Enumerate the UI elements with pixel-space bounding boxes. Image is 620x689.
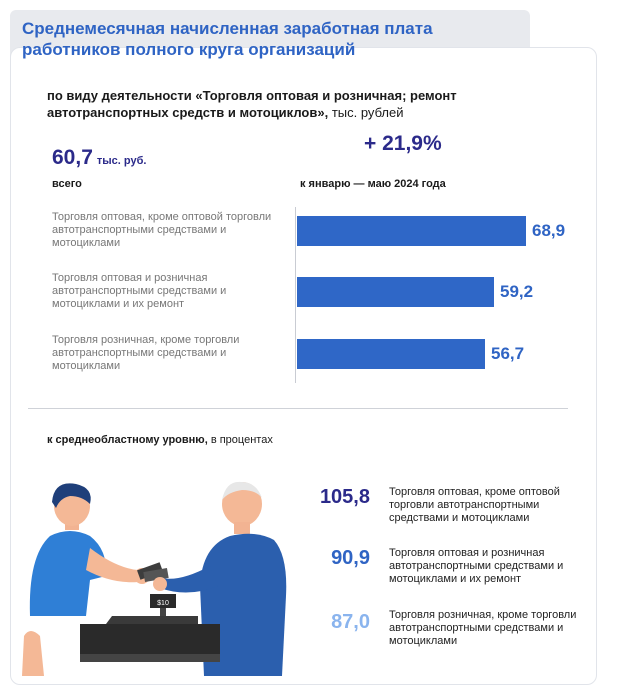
percent-category-label: Торговля оптовая, кроме оптовой торговли…	[389, 486, 560, 524]
bar	[297, 216, 526, 246]
percent-category-label: Торговля розничная, кроме торговли автот…	[389, 609, 577, 647]
total-salary: 60,7 тыс. руб.	[52, 146, 146, 170]
bar-category-label: Торговля розничная, кроме торговли автот…	[52, 334, 240, 372]
bar	[297, 339, 485, 369]
subtitle-unit: тыс. рублей	[328, 105, 404, 120]
growth-label: к январю — маю 2024 года	[300, 178, 446, 190]
section-divider	[28, 408, 568, 409]
growth-value: + 21,9%	[364, 132, 442, 155]
percent-category-label: Торговля оптовая и розничная автотранспо…	[389, 547, 564, 585]
cash-register: $10	[80, 594, 220, 662]
section2-bold: к среднеобластному уровню,	[47, 434, 208, 446]
register-price: $10	[157, 600, 169, 607]
bar-value-label: 56,7	[491, 344, 525, 363]
cashier-illustration: $10	[22, 481, 287, 676]
chart-subtitle: по виду деятельности «Торговля оптовая и…	[47, 87, 507, 121]
section2-unit: в процентах	[207, 434, 273, 446]
percent-value: 105,8	[319, 486, 370, 508]
subtitle-bold: по виду деятельности «Торговля оптовая и…	[47, 88, 457, 120]
bar-category-label: Торговля оптовая, кроме оптовой торговли…	[52, 211, 272, 249]
bar-value-label: 68,9	[532, 221, 566, 240]
bar-value-label: 59,2	[500, 282, 534, 301]
section2-title: к среднеобластному уровню, в процентах	[47, 434, 273, 446]
percent-value: 90,9	[331, 547, 370, 569]
total-unit: тыс. руб.	[96, 155, 147, 167]
page-title: Среднемесячная начисленная заработная пл…	[22, 19, 433, 59]
percent-value: 87,0	[331, 611, 370, 633]
chart-axis	[295, 207, 296, 383]
bar-category-label: Торговля оптовая и розничная автотранспо…	[52, 272, 227, 310]
total-label: всего	[52, 178, 82, 190]
total-value: 60,7	[52, 146, 93, 169]
young-man-figure	[22, 483, 150, 676]
bar	[297, 277, 494, 307]
